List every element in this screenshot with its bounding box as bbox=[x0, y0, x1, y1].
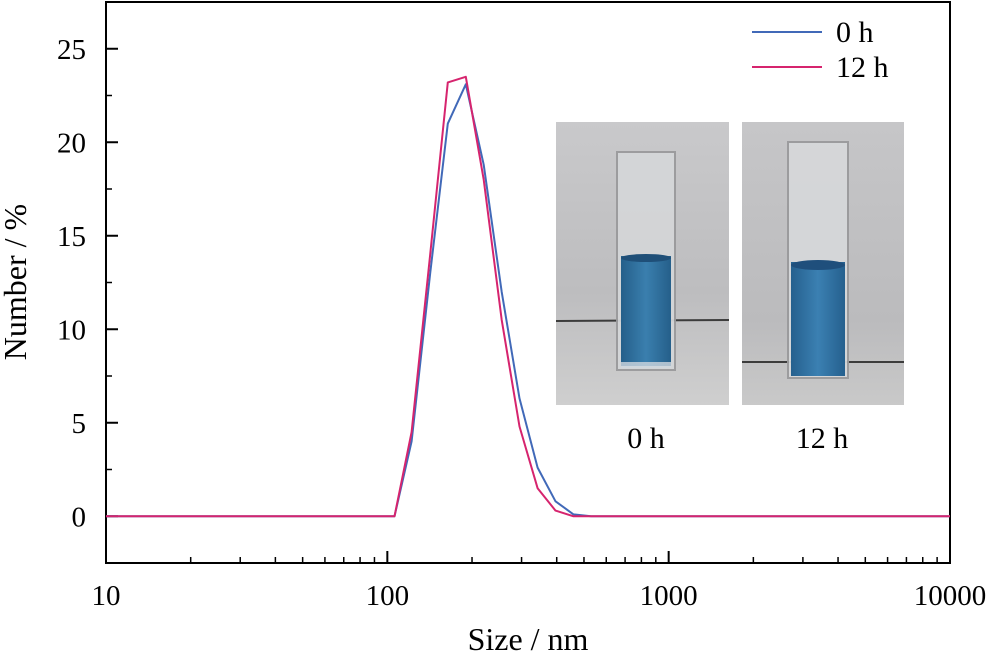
x-tick-label: 10 bbox=[92, 580, 121, 612]
x-tick-label: 10000 bbox=[914, 580, 987, 612]
y-axis-label: Number / % bbox=[0, 204, 33, 360]
photo-caption-12h: 12 h bbox=[796, 422, 849, 455]
series-lines bbox=[106, 75, 950, 518]
y-axis-ticks: 0 5 10 15 20 25 bbox=[57, 34, 118, 533]
x-axis-label: Size / nm bbox=[468, 621, 589, 656]
inset-photos: 0 h 12 h bbox=[555, 122, 904, 455]
legend: 0 h 12 h bbox=[752, 16, 889, 84]
x-tick-label: 1000 bbox=[640, 580, 698, 612]
y-tick-label: 10 bbox=[57, 314, 86, 346]
x-tick-label: 100 bbox=[366, 580, 410, 612]
y-tick-label: 15 bbox=[57, 221, 86, 253]
x-axis-ticks: 10 100 1000 10000 bbox=[92, 551, 987, 612]
y-tick-label: 20 bbox=[57, 127, 86, 159]
y-tick-label: 5 bbox=[72, 408, 87, 440]
photo-caption-0h: 0 h bbox=[627, 422, 665, 455]
legend-label-12h: 12 h bbox=[836, 51, 889, 84]
photo-12h bbox=[742, 122, 904, 405]
y-tick-label: 25 bbox=[57, 34, 86, 66]
cuvette-liquid-0h bbox=[621, 256, 671, 366]
y-tick-label: 0 bbox=[72, 501, 87, 533]
legend-label-0h: 0 h bbox=[836, 16, 874, 49]
series-line-0h bbox=[106, 83, 950, 518]
photo-0h bbox=[555, 122, 730, 405]
cuvette-liquid-12h bbox=[791, 262, 845, 376]
series-line-12h bbox=[106, 75, 950, 518]
